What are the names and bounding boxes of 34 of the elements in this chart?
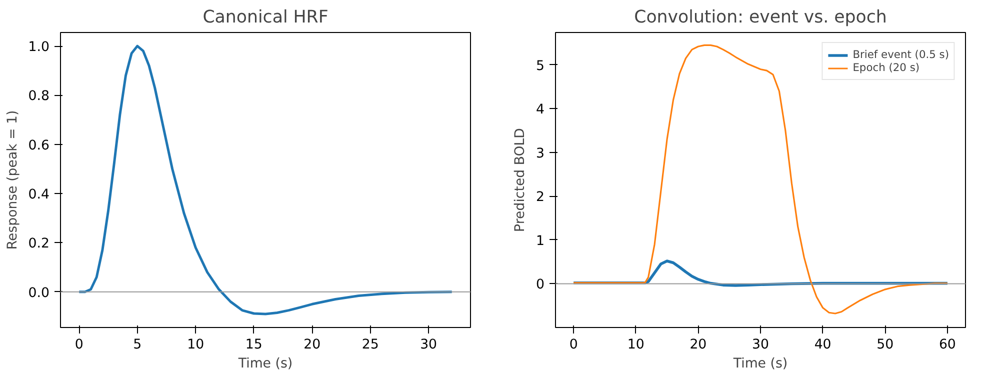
y-tick-label: 1.0	[28, 40, 50, 56]
x-tick-label: 0	[74, 338, 84, 352]
x-tick-label: 10	[187, 338, 204, 352]
chart-title: Canonical HRF	[202, 8, 328, 28]
y-tick-label: 5	[536, 58, 545, 74]
x-axis-title: Time (s)	[237, 356, 293, 372]
y-tick-label: 2	[536, 190, 545, 206]
x-tick-label: 60	[938, 338, 956, 352]
chart-title: Convolution: event vs. epoch	[634, 8, 887, 28]
x-tick-label: 5	[133, 338, 142, 352]
x-tick-label: 20	[304, 338, 321, 352]
y-tick-label: 0.8	[28, 89, 50, 104]
x-tick-label: 40	[814, 338, 832, 352]
y-tick-label: 4	[536, 102, 545, 118]
y-tick-label: 3	[536, 146, 545, 162]
y-axis-title: Response (peak = 1)	[5, 110, 20, 250]
x-tick-label: 30	[752, 338, 769, 352]
x-tick-label: 0	[569, 338, 578, 352]
y-tick-label: 0.2	[28, 236, 50, 252]
y-tick-label: 0	[536, 278, 545, 293]
legend-label: Brief event (0.5 s)	[852, 48, 949, 61]
x-tick-label: 25	[362, 338, 379, 352]
x-tick-label: 15	[245, 338, 262, 352]
y-tick-label: 0.4	[28, 188, 50, 203]
x-axis-title: Time (s)	[732, 356, 788, 372]
x-tick-label: 30	[420, 338, 438, 352]
y-tick-label: 0.6	[28, 138, 50, 154]
legend-label: Epoch (20 s)	[852, 61, 920, 74]
y-tick-label: 1	[536, 234, 545, 249]
y-axis-title: Predicted BOLD	[513, 128, 528, 232]
y-tick-label: 0.0	[28, 286, 50, 301]
x-tick-label: 50	[876, 338, 894, 352]
x-tick-label: 20	[690, 338, 707, 352]
x-tick-label: 10	[627, 338, 644, 352]
